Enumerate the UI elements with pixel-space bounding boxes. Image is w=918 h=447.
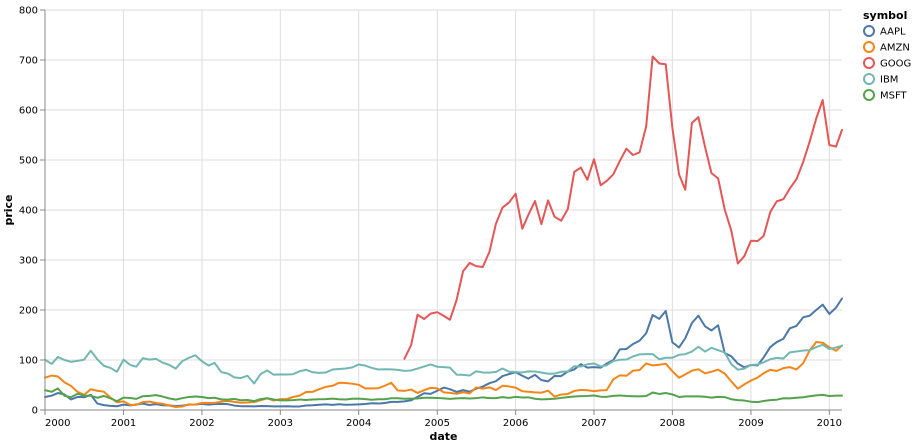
y-tick-label: 800 xyxy=(19,6,38,17)
y-tick-label: 300 xyxy=(19,256,38,267)
legend-label-goog: GOOG xyxy=(880,59,911,70)
x-tick-label: 2008 xyxy=(660,418,685,429)
x-tick-label: 2006 xyxy=(503,418,528,429)
legend-title: symbol xyxy=(863,9,907,22)
legend-symbol-goog-icon xyxy=(863,57,875,69)
series-line-msft xyxy=(44,387,843,404)
x-tick-label: 2002 xyxy=(189,418,214,429)
y-tick-label: 600 xyxy=(19,106,38,117)
legend-label-aapl: AAPL xyxy=(880,27,906,38)
x-tick-label: 2004 xyxy=(346,418,371,429)
legend-symbol-aapl-icon xyxy=(863,25,875,37)
y-axis-title: price xyxy=(2,194,15,225)
y-tick-label: 200 xyxy=(19,306,38,317)
legend-symbol-ibm-icon xyxy=(863,73,875,85)
legend-label-ibm: IBM xyxy=(880,75,898,86)
x-tick-label: 2001 xyxy=(111,418,136,429)
gridlines xyxy=(44,9,842,411)
series-line-amzn xyxy=(44,341,843,409)
y-tick-label: 400 xyxy=(19,206,38,217)
y-tick-label: 700 xyxy=(19,56,38,67)
y-tick-label: 100 xyxy=(19,356,38,367)
series-line-ibm xyxy=(44,343,843,385)
x-tick-label: 2005 xyxy=(425,418,450,429)
y-tick-label: 500 xyxy=(19,156,38,167)
legend-symbol-amzn-icon xyxy=(863,41,875,53)
series-lines xyxy=(44,55,843,409)
legend-symbol-msft-icon xyxy=(863,89,875,101)
legend-label-amzn: AMZN xyxy=(880,43,910,54)
legend: symbol AAPL AMZN GOOG IBM MSFT xyxy=(863,9,911,102)
x-axis-title: date xyxy=(429,430,457,443)
x-tick-label: 2009 xyxy=(738,418,763,429)
y-tick-label: 0 xyxy=(32,406,38,417)
x-tick-label: 2010 xyxy=(817,418,842,429)
legend-label-msft: MSFT xyxy=(880,91,908,102)
x-tick-label: 2003 xyxy=(268,418,293,429)
x-tick-label: 2000 xyxy=(45,418,70,429)
axes: 0 100 200 300 400 500 600 700 800 2000 2001 2002 200… xyxy=(19,6,842,430)
series-line-goog xyxy=(403,55,843,360)
x-tick-label: 2007 xyxy=(581,418,606,429)
